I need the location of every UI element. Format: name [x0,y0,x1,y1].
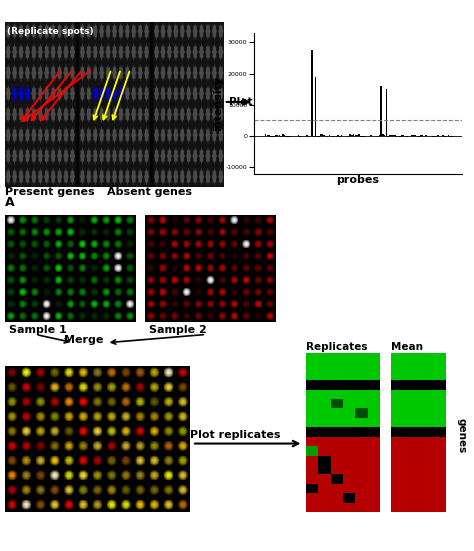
Text: genes: genes [456,418,466,453]
Bar [355,134,356,136]
Bar [311,50,313,136]
Bar [284,135,285,136]
Bar [419,136,420,137]
Bar [349,134,351,136]
Bar [327,136,328,137]
Bar [328,135,330,136]
Bar [323,135,325,136]
Bar [389,135,391,136]
Text: Sample 1: Sample 1 [9,325,67,336]
Text: Sample 2: Sample 2 [149,325,207,336]
Bar [336,136,337,137]
Bar [379,135,380,136]
Bar [394,135,396,136]
Bar [320,134,321,136]
Bar [289,136,291,137]
Bar [273,136,275,137]
Text: Absent genes: Absent genes [107,186,191,197]
Bar [306,135,308,136]
Bar [422,135,423,136]
Bar [425,135,427,136]
Bar [384,135,385,136]
Bar [382,134,383,136]
Bar [415,134,417,136]
Bar [447,135,449,136]
Text: Replicates: Replicates [306,342,367,352]
Bar [420,135,421,136]
Bar [332,136,334,137]
Bar [443,134,444,136]
Bar [360,136,361,137]
Text: Plot: Plot [229,97,253,107]
Bar [287,136,289,137]
Bar [436,136,437,137]
Text: Merge: Merge [64,335,103,345]
Text: A: A [5,196,14,208]
Bar [270,136,272,137]
Bar [351,135,353,136]
Bar [347,136,349,137]
Bar [358,134,359,136]
Bar [265,134,266,136]
Text: Present genes: Present genes [5,186,94,197]
Bar [318,136,320,137]
Bar [380,86,382,136]
Bar [385,89,387,136]
Text: Mean: Mean [391,342,423,352]
Bar [315,77,316,136]
Bar [392,135,394,136]
Y-axis label: intensity: intensity [213,75,223,131]
Bar [370,135,372,136]
Bar [353,134,355,136]
Bar [322,134,323,136]
Bar [361,136,363,137]
Text: Plot replicates: Plot replicates [190,430,280,440]
Bar [432,136,434,137]
Bar [282,134,283,136]
Bar [285,136,287,137]
Bar [272,136,273,137]
X-axis label: probes: probes [337,175,379,185]
Bar [280,136,282,137]
Bar [337,134,339,136]
Bar [451,136,453,137]
Bar [363,136,365,137]
Bar [400,136,401,137]
Bar [434,136,436,137]
Text: (Replicate spots): (Replicate spots) [7,27,93,36]
Bar [406,136,408,137]
Bar [401,134,402,136]
Bar [377,136,378,137]
Bar [308,136,310,137]
Bar [313,136,315,137]
Bar [391,135,392,136]
Bar [275,134,277,136]
Bar [279,135,280,136]
Bar [299,136,301,137]
Bar [411,135,413,136]
Bar [266,135,268,136]
Bar [387,136,389,137]
Bar [317,136,318,137]
Bar [396,136,398,137]
